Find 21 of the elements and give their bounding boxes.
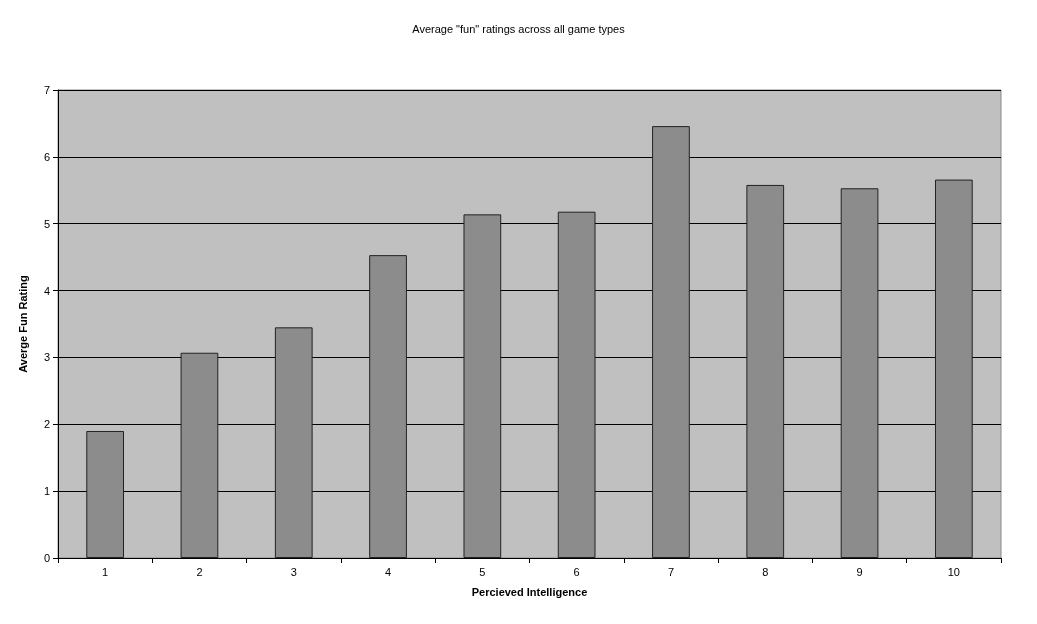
x-tick-label: 6 <box>573 565 580 578</box>
y-tick-label: 1 <box>43 485 50 498</box>
y-tick-label: 6 <box>43 150 50 163</box>
x-tick-label: 3 <box>290 565 297 578</box>
x-tick-label: 2 <box>196 565 203 578</box>
x-tick-label: 10 <box>947 565 960 578</box>
y-tick-label: 3 <box>43 351 50 364</box>
chart-title: Average "fun" ratings across all game types <box>412 22 626 35</box>
x-tick-label: 1 <box>102 565 109 578</box>
y-tick-label: 4 <box>43 284 50 297</box>
x-axis-title: Percieved Intelligence <box>471 585 588 598</box>
x-tick-label: 4 <box>384 565 392 578</box>
y-tick-label: 0 <box>43 552 50 564</box>
y-tick-label: 2 <box>43 418 50 431</box>
x-tick-label: 5 <box>479 565 486 578</box>
x-tick-label: 9 <box>856 565 863 578</box>
y-axis-title: Averge Fun Rating <box>16 275 29 373</box>
x-tick-label: 7 <box>667 565 675 578</box>
y-tick-label: 5 <box>43 217 50 230</box>
x-tick-label: 8 <box>762 565 769 578</box>
y-tick-label: 7 <box>43 84 50 96</box>
